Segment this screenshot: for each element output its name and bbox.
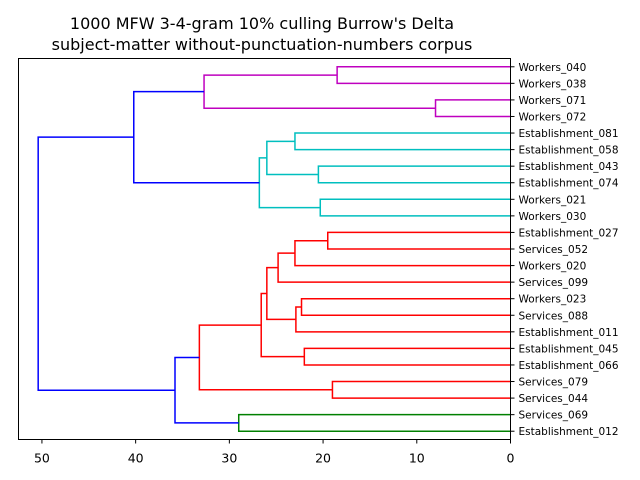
leaf-label: Workers_023 bbox=[519, 294, 587, 306]
dendrogram-link-v bbox=[37, 136, 176, 391]
dendrogram-link-t bbox=[237, 413, 511, 432]
x-tick-label: 40 bbox=[128, 451, 144, 466]
dendrogram-link-r bbox=[331, 380, 511, 399]
leaf-label: Services_052 bbox=[519, 244, 589, 256]
dendrogram-link-j bbox=[327, 231, 511, 250]
dendrogram-link-c bbox=[203, 74, 436, 109]
dendrogram-link-n bbox=[295, 306, 511, 333]
leaf-label: Workers_071 bbox=[519, 95, 587, 107]
leaf-label: Establishment_011 bbox=[519, 327, 619, 339]
leaf-label: Services_088 bbox=[519, 310, 589, 322]
dendrogram-link-d bbox=[294, 132, 511, 151]
x-axis: 50 40 30 20 10 0 bbox=[34, 439, 515, 466]
x-tick-label: 0 bbox=[507, 451, 515, 466]
dendrogram-link-u bbox=[174, 356, 239, 424]
dendrogram-link-a bbox=[434, 99, 511, 118]
dendrogram-link-g bbox=[319, 198, 511, 217]
leaf-label: Services_044 bbox=[519, 393, 589, 405]
leaf-label: Services_069 bbox=[519, 410, 589, 422]
chart-title-line-1: 1000 MFW 3-4-gram 10% culling Burrow's D… bbox=[70, 14, 454, 33]
dendrogram-link-f bbox=[266, 140, 319, 176]
x-tick-label: 10 bbox=[409, 451, 425, 466]
dendrogram-link-o bbox=[266, 266, 296, 321]
x-tick-label: 30 bbox=[221, 451, 237, 466]
leaf-label: Establishment_074 bbox=[519, 178, 619, 190]
dendrogram-link-m bbox=[300, 297, 511, 317]
leaf-label: Workers_020 bbox=[519, 261, 587, 273]
leaf-labels: Workers_040 Workers_038 Workers_071 Workers… bbox=[510, 62, 619, 438]
leaf-label: Workers_040 bbox=[519, 62, 587, 74]
leaf-label: Establishment_043 bbox=[519, 161, 619, 173]
dendrogram-link-p bbox=[303, 347, 511, 366]
leaf-label: Services_099 bbox=[519, 277, 589, 289]
leaf-label: Establishment_027 bbox=[519, 227, 619, 239]
dendrogram-links bbox=[37, 66, 511, 432]
leaf-label: Establishment_012 bbox=[519, 426, 619, 438]
dendrogram-link-l bbox=[277, 252, 511, 283]
chart-title-line-2: subject-matter without-punctuation-numbe… bbox=[52, 35, 473, 54]
leaf-label: Workers_030 bbox=[519, 211, 587, 223]
dendrogram-link-e bbox=[317, 165, 511, 184]
dendrogram-link-h bbox=[258, 157, 321, 209]
dendrogram-link-q bbox=[260, 292, 305, 358]
leaf-label: Establishment_045 bbox=[519, 343, 619, 355]
dendrogram-link-i bbox=[133, 90, 260, 184]
leaf-label: Workers_072 bbox=[519, 111, 587, 123]
leaf-label: Services_079 bbox=[519, 377, 589, 389]
dendrogram-link-s bbox=[198, 324, 333, 391]
leaf-label: Workers_038 bbox=[519, 78, 587, 90]
x-tick-label: 20 bbox=[315, 451, 331, 466]
x-tick-label: 50 bbox=[34, 451, 50, 466]
leaf-label: Establishment_058 bbox=[519, 145, 619, 157]
dendrogram-link-b bbox=[336, 66, 511, 85]
leaf-label: Establishment_081 bbox=[519, 128, 619, 140]
leaf-label: Establishment_066 bbox=[519, 360, 619, 372]
leaf-label: Workers_021 bbox=[519, 194, 587, 206]
